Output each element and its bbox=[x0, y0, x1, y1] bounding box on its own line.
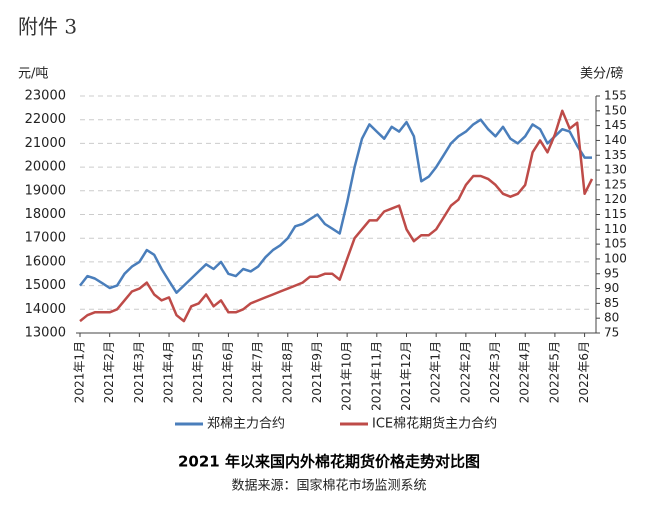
y-tick-label: 15000 bbox=[25, 278, 66, 293]
y2-tick-label: 100 bbox=[604, 251, 627, 265]
x-tick-label: 2021年11月 bbox=[369, 341, 383, 411]
y-axis-label: 元/吨 bbox=[18, 67, 48, 82]
x-tick-label: 2021年1月 bbox=[73, 341, 87, 403]
y-tick-label: 20000 bbox=[25, 160, 66, 175]
y-tick-label: 14000 bbox=[25, 302, 66, 317]
y-tick-label: 18000 bbox=[25, 207, 66, 222]
x-tick-label: 2021年8月 bbox=[280, 341, 294, 403]
x-tick-label: 2021年12月 bbox=[399, 341, 413, 411]
x-tick-label: 2021年5月 bbox=[191, 341, 205, 403]
y2-tick-label: 110 bbox=[604, 222, 627, 236]
y2-tick-label: 75 bbox=[604, 326, 619, 340]
y2-tick-label: 135 bbox=[604, 148, 627, 162]
y2-tick-label: 85 bbox=[604, 296, 619, 310]
x-tick-label: 2021年10月 bbox=[340, 341, 354, 411]
y2-axis-label: 美分/磅 bbox=[580, 66, 623, 82]
y-tick-label: 22000 bbox=[25, 112, 66, 127]
y2-tick-label: 140 bbox=[604, 133, 627, 147]
y2-tick-label: 90 bbox=[604, 281, 619, 295]
y2-tick-label: 95 bbox=[604, 266, 619, 280]
y2-tick-label: 80 bbox=[604, 311, 619, 325]
y2-tick-label: 155 bbox=[604, 89, 627, 103]
x-tick-label: 2022年2月 bbox=[458, 341, 472, 403]
y-tick-label: 23000 bbox=[25, 89, 66, 104]
x-tick-label: 2022年3月 bbox=[488, 341, 502, 403]
y2-tick-label: 115 bbox=[604, 207, 627, 221]
legend-label: 郑棉主力合约 bbox=[207, 417, 285, 432]
y2-tick-label: 145 bbox=[604, 118, 627, 132]
x-tick-label: 2022年5月 bbox=[547, 341, 561, 403]
x-tick-label: 2021年6月 bbox=[221, 341, 235, 403]
y2-tick-label: 150 bbox=[604, 103, 627, 117]
series-line bbox=[79, 118, 592, 294]
y2-tick-label: 130 bbox=[604, 163, 627, 177]
y2-tick-label: 105 bbox=[604, 237, 627, 251]
x-tick-label: 2021年4月 bbox=[162, 341, 176, 403]
x-tick-label: 2022年6月 bbox=[577, 341, 591, 403]
y2-tick-label: 125 bbox=[604, 177, 627, 191]
x-tick-label: 2021年9月 bbox=[310, 341, 324, 403]
y-tick-label: 13000 bbox=[25, 326, 66, 341]
series-line bbox=[79, 109, 594, 323]
x-tick-label: 2021年2月 bbox=[102, 341, 116, 403]
chart-subtitle: 数据来源：国家棉花市场监测系统 bbox=[231, 478, 426, 494]
y-tick-label: 16000 bbox=[25, 254, 66, 269]
chart-title: 2021 年以来国内外棉花期货价格走势对比图 bbox=[178, 453, 480, 471]
y-tick-label: 21000 bbox=[25, 136, 66, 151]
x-tick-label: 2021年3月 bbox=[132, 341, 146, 403]
y-tick-label: 19000 bbox=[25, 183, 66, 198]
x-tick-label: 2022年4月 bbox=[518, 341, 532, 403]
y-tick-label: 17000 bbox=[25, 231, 66, 246]
legend-label: ICE棉花期货主力合约 bbox=[372, 416, 497, 432]
y2-tick-label: 120 bbox=[604, 192, 627, 206]
page-title: 附件 3 bbox=[18, 15, 77, 39]
x-tick-label: 2021年7月 bbox=[251, 341, 265, 403]
x-tick-label: 2022年1月 bbox=[429, 341, 443, 403]
